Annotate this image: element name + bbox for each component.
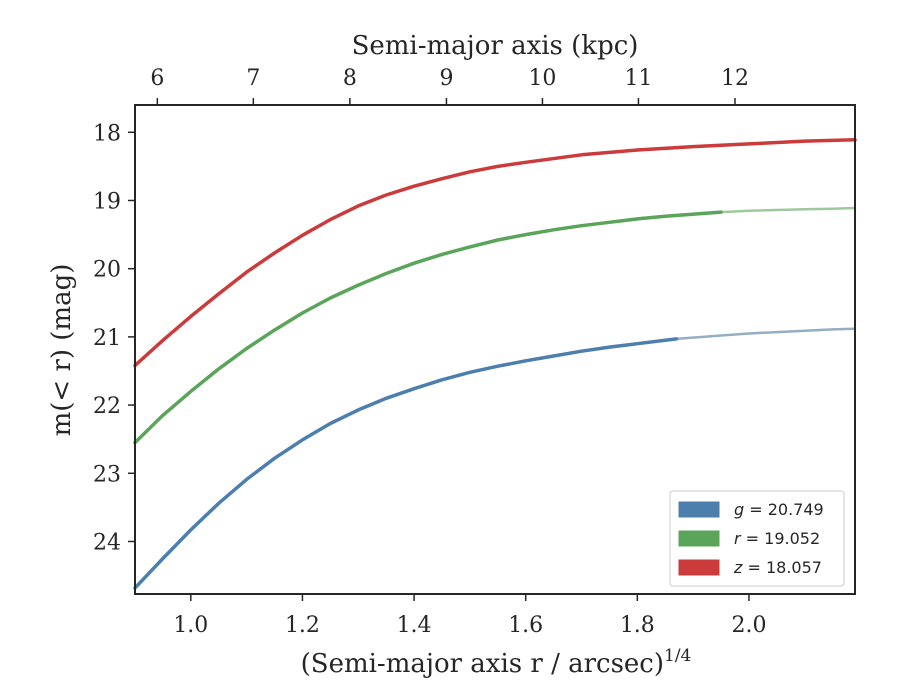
plot-frame	[134, 104, 856, 595]
legend-swatch-g	[678, 501, 720, 518]
y-tick-label: 19	[93, 189, 121, 214]
x-tick-label: 1.8	[620, 613, 655, 638]
x-tick-label: 1.6	[508, 613, 543, 638]
x2-tick-label: 10	[528, 66, 556, 91]
y-axis-title: m(< r) (mag)	[47, 264, 77, 437]
y-tick-label: 20	[93, 258, 121, 283]
x-tick-label: 1.0	[173, 613, 208, 638]
legend-label-g: g = 20.749	[734, 500, 824, 519]
series-g-line	[133, 337, 679, 590]
x2-tick-label: 7	[246, 66, 260, 91]
x-axis-title-main: (Semi-major axis r / arcsec)	[301, 649, 664, 679]
legend-swatch-z	[678, 559, 720, 576]
x2-tick-label: 8	[343, 66, 357, 91]
series-r-extrapolated-line	[720, 206, 856, 214]
x2-tick-label: 9	[439, 66, 453, 91]
legend-total-g: = 20.749	[744, 500, 824, 519]
legend-band-z: z	[733, 558, 743, 577]
axis-ticks: 1.0 1.2 1.4 1.6 1.8 2.0 18 19 20 21 22 23 24 6 7 8 9 10 11…	[93, 66, 766, 638]
series-z-line	[133, 138, 857, 368]
legend-total-z: = 18.057	[742, 558, 822, 577]
x2-tick-label: 6	[150, 66, 164, 91]
series-lines	[133, 138, 857, 590]
x-tick-label: 2.0	[731, 613, 766, 638]
legend-band-g: g	[734, 500, 744, 519]
x-axis-title-superscript: 1/4	[664, 646, 691, 666]
x-tick-label: 1.2	[285, 613, 320, 638]
y-tick-label: 21	[93, 326, 121, 351]
x2-tick-label: 12	[721, 66, 749, 91]
legend-label-z: z = 18.057	[733, 558, 822, 577]
y-tick-label: 18	[93, 121, 121, 146]
y-tick-label: 22	[93, 394, 121, 419]
y-tick-label: 24	[93, 530, 121, 555]
x-tick-label: 1.4	[397, 613, 432, 638]
y-tick-label: 23	[93, 462, 121, 487]
x2-axis-title: Semi-major axis (kpc)	[352, 31, 639, 61]
x2-tick-label: 11	[624, 66, 652, 91]
legend-swatch-r	[678, 530, 720, 547]
series-g-extrapolated-line	[676, 327, 856, 341]
legend-total-r: = 19.052	[741, 529, 821, 548]
legend-band-r: r	[734, 529, 742, 548]
legend-label-r: r = 19.052	[734, 529, 820, 548]
x-axis-title: (Semi-major axis r / arcsec)1/4	[301, 646, 692, 679]
series-r-line	[133, 210, 723, 445]
